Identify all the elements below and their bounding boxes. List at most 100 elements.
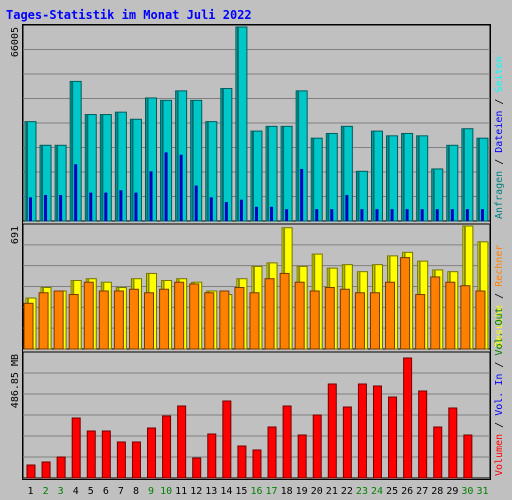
bar-anfragen-shade-day-5 bbox=[86, 114, 89, 221]
bar-rechner-day-25 bbox=[385, 281, 396, 350]
x-tick-label-day-28: 28 bbox=[431, 486, 443, 497]
bar-volumen-day-23 bbox=[357, 383, 367, 479]
bar-volumen-day-26 bbox=[403, 357, 413, 479]
bar-anfragen-shade-day-8 bbox=[131, 119, 134, 221]
x-tick-label-day-8: 8 bbox=[133, 486, 139, 497]
legend-seiten: Seiten bbox=[494, 56, 505, 92]
bar-volumen-day-5 bbox=[86, 430, 96, 479]
bar-anfragen-shade-day-4 bbox=[71, 81, 74, 221]
panel-traffic-legend: Anfragen / Dateien / Seiten bbox=[494, 56, 505, 219]
x-tick-label-day-23: 23 bbox=[356, 486, 368, 497]
x-tick-label-day-17: 17 bbox=[266, 486, 278, 497]
x-tick-label-day-14: 14 bbox=[220, 486, 232, 497]
bar-dateien-day-21 bbox=[330, 209, 334, 221]
bar-rechner-day-24 bbox=[369, 292, 380, 350]
x-tick-label-day-7: 7 bbox=[118, 486, 124, 497]
bar-volumen-day-22 bbox=[342, 406, 352, 479]
legend-rechner: Rechner bbox=[494, 245, 505, 287]
x-tick-label-day-15: 15 bbox=[235, 486, 247, 497]
bar-rechner-day-2 bbox=[38, 292, 49, 350]
legend-anfragen: Anfragen bbox=[494, 171, 505, 219]
bar-rechner-day-11 bbox=[174, 281, 185, 350]
bar-dateien-day-3 bbox=[59, 194, 63, 221]
legend-separator: / bbox=[494, 416, 505, 434]
x-tick-label-day-21: 21 bbox=[326, 486, 338, 497]
x-tick-label-day-13: 13 bbox=[205, 486, 217, 497]
bar-anfragen-shade-day-28 bbox=[432, 168, 435, 221]
x-tick-label-day-3: 3 bbox=[58, 486, 64, 497]
x-tick-label-day-24: 24 bbox=[371, 486, 383, 497]
bar-anfragen-shade-day-31 bbox=[477, 138, 480, 221]
x-tick-label-day-25: 25 bbox=[386, 486, 398, 497]
x-tick-label-day-27: 27 bbox=[416, 486, 428, 497]
x-tick-label-day-30: 30 bbox=[461, 486, 473, 497]
bar-dateien-day-6 bbox=[104, 192, 108, 221]
bar-volumen-day-6 bbox=[101, 430, 111, 479]
bar-rechner-day-15 bbox=[234, 287, 245, 350]
bar-anfragen-shade-day-20 bbox=[312, 138, 315, 221]
legend-separator: / bbox=[494, 153, 505, 171]
panel-volume: 486.85 MB Volumen / Vol. In / Vol. Out bbox=[10, 307, 505, 479]
bar-rechner-day-28 bbox=[430, 276, 441, 350]
bar-volumen-day-8 bbox=[131, 441, 141, 479]
bar-volumen-day-4 bbox=[71, 417, 81, 479]
bar-dateien-day-29 bbox=[450, 209, 454, 221]
panel-visits-legend: Besuche / Rechner bbox=[494, 245, 505, 347]
bar-rechner-day-16 bbox=[249, 292, 260, 350]
bar-rechner-day-14 bbox=[219, 290, 230, 350]
bar-dateien-day-9 bbox=[149, 171, 153, 221]
bar-dateien-day-4 bbox=[74, 164, 78, 221]
bar-rechner-day-8 bbox=[128, 288, 139, 350]
bar-rechner-day-29 bbox=[445, 281, 456, 350]
x-tick-label-day-19: 19 bbox=[296, 486, 308, 497]
bar-anfragen-shade-day-26 bbox=[402, 133, 405, 221]
bar-volumen-day-29 bbox=[448, 407, 458, 479]
bar-anfragen-shade-day-3 bbox=[56, 145, 59, 221]
bar-dateien-day-19 bbox=[300, 168, 304, 221]
bar-dateien-day-7 bbox=[119, 190, 123, 221]
bar-volumen-day-24 bbox=[372, 385, 382, 479]
bar-dateien-day-14 bbox=[224, 202, 228, 221]
legend-separator: / bbox=[494, 287, 505, 305]
x-tick-label-day-26: 26 bbox=[401, 486, 413, 497]
bar-anfragen-shade-day-17 bbox=[267, 126, 270, 221]
bar-anfragen-shade-day-2 bbox=[41, 145, 44, 221]
bar-rechner-day-19 bbox=[294, 281, 305, 350]
x-tick-label-day-29: 29 bbox=[446, 486, 458, 497]
bar-rechner-day-7 bbox=[113, 290, 124, 350]
panel-visits: 691 Besuche / Rechner bbox=[10, 223, 505, 350]
bar-volumen-day-27 bbox=[418, 390, 428, 479]
panel-traffic-ymax-label: 66005 bbox=[10, 27, 21, 57]
bar-rechner-day-12 bbox=[189, 283, 200, 350]
bar-dateien-day-18 bbox=[285, 209, 289, 221]
bar-volumen-day-7 bbox=[116, 441, 126, 479]
bar-anfragen-shade-day-27 bbox=[417, 135, 420, 221]
bar-dateien-day-23 bbox=[360, 209, 364, 221]
bar-rechner-day-1 bbox=[23, 302, 34, 350]
bar-dateien-day-12 bbox=[194, 185, 198, 221]
bar-rechner-day-17 bbox=[264, 278, 275, 350]
bar-volumen-day-1 bbox=[26, 464, 36, 479]
x-tick-label-day-16: 16 bbox=[250, 486, 262, 497]
bar-rechner-day-9 bbox=[144, 292, 155, 350]
bar-volumen-day-10 bbox=[162, 415, 172, 479]
bar-anfragen-shade-day-12 bbox=[191, 100, 194, 221]
bar-rechner-day-4 bbox=[68, 294, 79, 350]
bar-anfragen-shade-day-16 bbox=[251, 131, 254, 221]
bar-anfragen-shade-day-24 bbox=[372, 131, 375, 221]
legend-dateien: Dateien bbox=[494, 111, 505, 153]
bar-volumen-day-19 bbox=[297, 434, 307, 479]
bar-dateien-day-10 bbox=[164, 152, 168, 221]
x-tick-label-day-31: 31 bbox=[476, 486, 488, 497]
bar-volumen-day-18 bbox=[282, 405, 292, 479]
bar-anfragen-shade-day-7 bbox=[116, 112, 119, 221]
legend-vol-in: Vol. In bbox=[494, 374, 505, 416]
bar-rechner-day-18 bbox=[279, 272, 290, 350]
bar-rechner-day-3 bbox=[53, 290, 64, 350]
bar-dateien-day-28 bbox=[435, 209, 439, 221]
bar-dateien-day-30 bbox=[465, 209, 469, 221]
bar-anfragen-shade-day-30 bbox=[462, 128, 465, 221]
legend-separator: / bbox=[494, 93, 505, 111]
bar-volumen-day-12 bbox=[192, 457, 202, 479]
